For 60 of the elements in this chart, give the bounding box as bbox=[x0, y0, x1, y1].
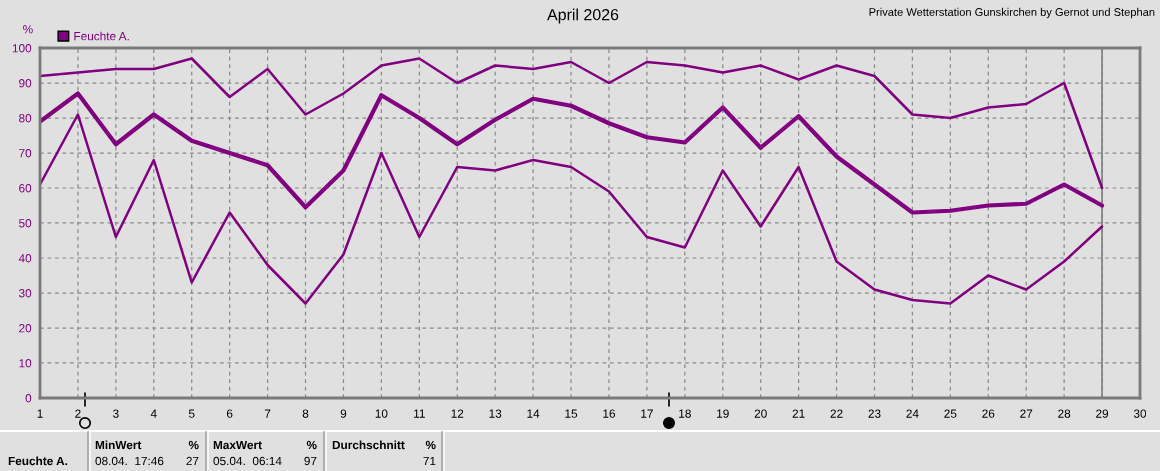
text: MaxWert bbox=[213, 440, 262, 450]
text: 08.04. 17:46 bbox=[95, 456, 164, 466]
text: Durchschnitt bbox=[332, 440, 405, 450]
x-tick-label: 2 bbox=[75, 409, 81, 418]
y-tick-label: 40 bbox=[18, 254, 32, 263]
text: 27 bbox=[186, 456, 199, 466]
text: % bbox=[425, 440, 436, 450]
x-tick-label: 29 bbox=[1096, 409, 1109, 418]
x-tick-label: 7 bbox=[264, 409, 271, 418]
x-tick-label: 26 bbox=[982, 409, 995, 418]
text: 05.04. 06:14 bbox=[213, 456, 282, 466]
x-tick-label: 28 bbox=[1058, 409, 1071, 418]
y-tick-label: 10 bbox=[19, 359, 32, 368]
y-tick-label: 50 bbox=[19, 219, 32, 228]
x-tick-label: 6 bbox=[226, 409, 233, 418]
text: % bbox=[306, 440, 317, 450]
line-series bbox=[40, 113, 1104, 305]
legend-label: Feuchte A. bbox=[74, 31, 129, 41]
x-tick-label: 15 bbox=[565, 409, 578, 418]
y-tick-label: 0 bbox=[25, 394, 32, 403]
x-tick-label: 16 bbox=[603, 409, 616, 418]
x-tick-label: 5 bbox=[188, 409, 195, 418]
x-tick-label: 25 bbox=[944, 409, 957, 418]
y-axis-title: % bbox=[23, 25, 33, 34]
x-tick-label: 3 bbox=[113, 409, 119, 418]
x-tick-label: 8 bbox=[302, 409, 309, 418]
y-tick-label: 100 bbox=[12, 44, 32, 53]
text: 71 bbox=[423, 456, 436, 466]
x-tick-label: 10 bbox=[375, 409, 388, 418]
x-tick-label: 14 bbox=[527, 409, 540, 418]
x-tick-label: 12 bbox=[451, 409, 464, 418]
x-tick-label: 21 bbox=[792, 409, 805, 418]
x-tick-label: 18 bbox=[679, 409, 691, 418]
x-tick-label: 11 bbox=[414, 409, 425, 418]
x-tick-label: 9 bbox=[340, 409, 347, 418]
text: MinWert bbox=[95, 440, 142, 450]
line-series bbox=[40, 57, 1104, 190]
line-series bbox=[40, 91, 1105, 215]
y-tick-label: 90 bbox=[19, 79, 32, 88]
x-tick-label: 13 bbox=[489, 409, 502, 418]
x-tick-label: 30 bbox=[1133, 409, 1147, 418]
y-tick-label: 20 bbox=[19, 324, 32, 333]
y-tick-label: 30 bbox=[18, 289, 32, 298]
x-tick-label: 17 bbox=[641, 409, 653, 418]
x-tick-label: 20 bbox=[754, 409, 767, 418]
y-tick-label: 60 bbox=[19, 184, 32, 193]
text: Feuchte A. bbox=[8, 456, 68, 466]
text: 97 bbox=[304, 456, 317, 466]
y-tick-label: 70 bbox=[19, 149, 32, 158]
x-tick-label: 27 bbox=[1020, 409, 1033, 418]
x-tick-label: 19 bbox=[717, 409, 729, 418]
y-tick-label: 80 bbox=[19, 114, 32, 123]
chart-subtitle: Private Wetterstation Gunskirchen by Gernot und Stephan bbox=[869, 7, 1155, 19]
x-tick-label: 4 bbox=[150, 409, 157, 418]
chart-title: April 2026 bbox=[547, 8, 619, 24]
x-tick-label: 24 bbox=[906, 409, 919, 418]
x-tick-label: 1 bbox=[37, 409, 43, 418]
x-tick-label: 23 bbox=[868, 409, 881, 418]
text: % bbox=[188, 440, 199, 450]
x-tick-label: 22 bbox=[830, 409, 843, 418]
